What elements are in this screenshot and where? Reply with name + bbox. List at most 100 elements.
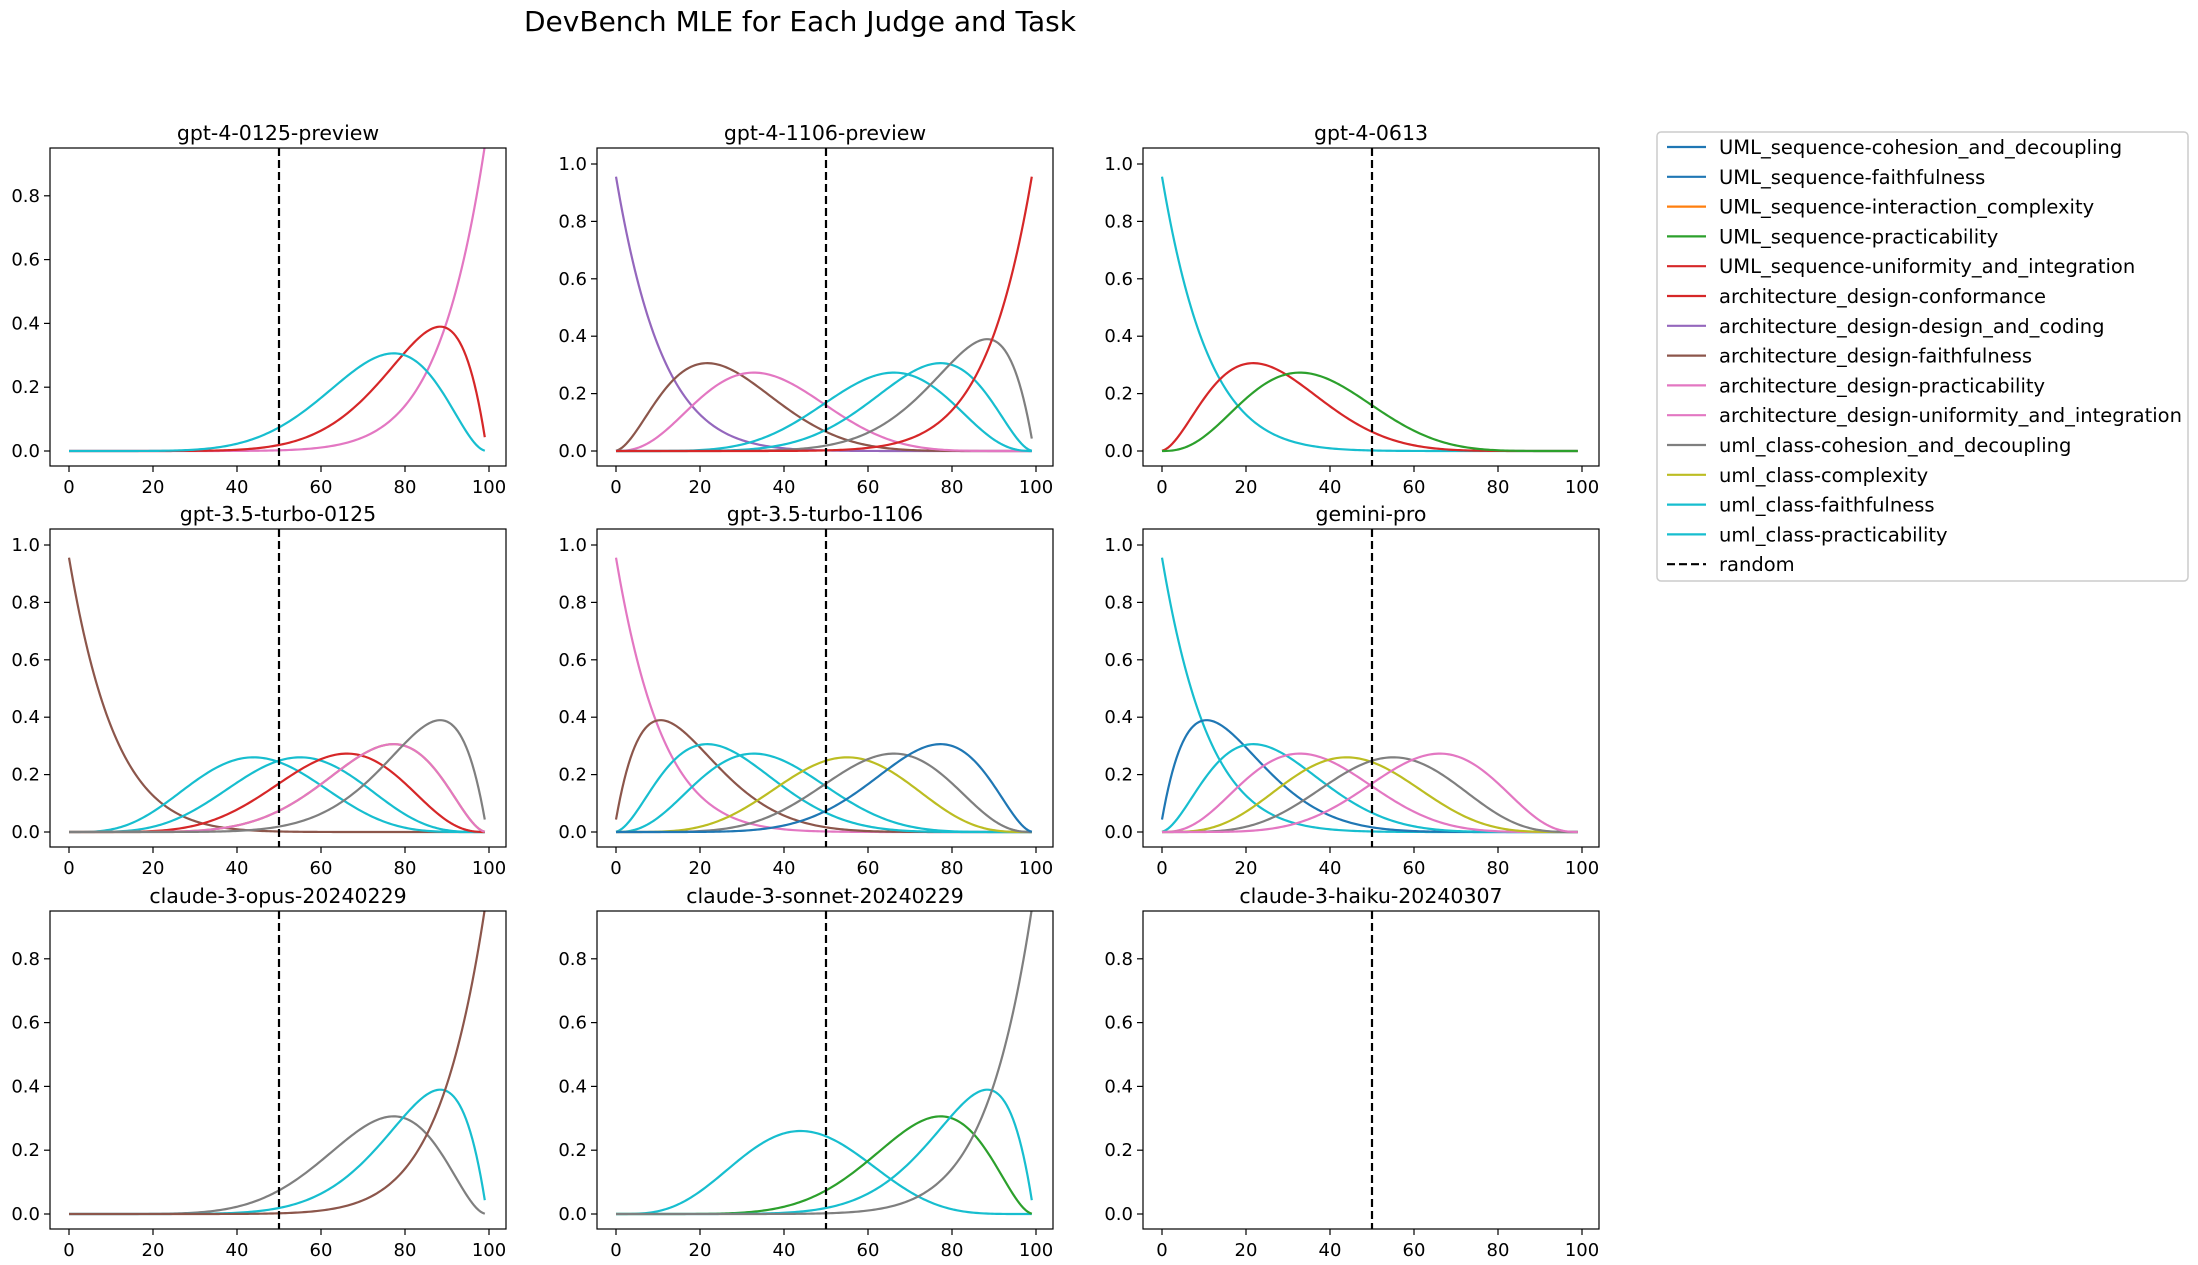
series-line-6 [616, 176, 1033, 453]
panel-gpt-4-0125-preview: 0 20 40 60 80 100 0.0 0.2 0.4 0.6 0.8 gpt-4-0125-pr… [11, 121, 507, 498]
x-tick-label: 0 [610, 858, 621, 879]
axes-frame [1142, 528, 1600, 848]
panel-gpt-4-0613: 0 20 40 60 80 100 0.0 0.2 0.4 0.6 0.8 1.0 gpt-4-0613 [1104, 121, 1600, 498]
legend-label: uml_class-faithfulness [1719, 494, 1935, 517]
y-tick-label: 0.4 [1104, 326, 1133, 347]
x-tick-label: 100 [472, 1240, 506, 1261]
series-line-2 [1161, 743, 1578, 834]
y-tick-label: 0.8 [11, 592, 40, 613]
x-tick-label: 60 [310, 477, 333, 498]
series-line-3 [616, 911, 1033, 1216]
x-tick-label: 40 [773, 858, 796, 879]
x-tick-label: 100 [1565, 1240, 1599, 1261]
series-line-1 [69, 1088, 486, 1216]
y-tick-label: 1.0 [11, 535, 40, 556]
axes-frame [49, 910, 507, 1230]
x-tick-label: 40 [1319, 1240, 1342, 1261]
y-tick-label: 0.4 [1104, 1076, 1133, 1097]
series-line-6 [1162, 752, 1578, 834]
y-tick-label: 0.0 [11, 822, 40, 843]
x-tick-label: 40 [773, 1240, 796, 1261]
y-tick-label: 0.4 [558, 707, 587, 728]
x-tick-label: 80 [394, 1240, 417, 1261]
y-tick-label: 0.0 [1104, 441, 1133, 462]
x-tick-label: 100 [1019, 1240, 1053, 1261]
x-tick-label: 80 [941, 1240, 964, 1261]
series-line-5 [1162, 756, 1578, 834]
x-tick-label: 20 [689, 477, 712, 498]
axes-frame [596, 528, 1054, 848]
y-tick-label: 0.4 [11, 1076, 40, 1097]
series-group [67, 557, 486, 834]
series-line-0 [614, 557, 1032, 834]
figure-title: DevBench MLE for Each Judge and Task [524, 5, 1077, 38]
series-line-2 [69, 756, 485, 834]
series-line-2 [615, 371, 1032, 453]
panel-title: gpt-4-0613 [1314, 121, 1428, 145]
legend-label: uml_class-cohesion_and_decoupling [1719, 434, 2071, 457]
legend-label: UML_sequence-practicability [1719, 225, 1998, 248]
series-line-0 [69, 148, 486, 453]
axes-frame [1142, 910, 1600, 1230]
y-tick-label: 0.0 [1104, 822, 1133, 843]
series-line-0 [69, 1115, 486, 1216]
x-tick-label: 20 [142, 477, 165, 498]
panel-title: claude-3-sonnet-20240229 [686, 884, 964, 908]
series-group [614, 557, 1033, 834]
series-line-2 [1161, 371, 1578, 453]
x-tick-label: 100 [1019, 477, 1053, 498]
panel-claude-3-haiku-20240307: 0 20 40 60 80 100 0.0 0.2 0.4 0.6 0.8 claude-3-haik… [1104, 884, 1600, 1261]
x-tick-label: 80 [394, 858, 417, 879]
axes-frame [596, 910, 1054, 1230]
series-line-4 [616, 756, 1032, 834]
x-tick-label: 40 [226, 477, 249, 498]
series-line-5 [616, 338, 1033, 453]
x-tick-label: 40 [773, 477, 796, 498]
series-group [69, 148, 486, 453]
series-line-1 [1160, 719, 1578, 834]
panel-gpt-4-1106-preview: 0 20 40 60 80 100 0.0 0.2 0.4 0.6 0.8 1.0 gpt-4-1106… [558, 121, 1054, 498]
panel-title: gemini-pro [1316, 502, 1427, 526]
series-line-1 [614, 719, 1032, 834]
x-tick-label: 60 [1403, 477, 1426, 498]
x-tick-label: 0 [1156, 858, 1167, 879]
x-tick-label: 20 [1235, 1240, 1258, 1261]
panels: 0 20 40 60 80 100 0.0 0.2 0.4 0.6 0.8 gpt-4-0125-pr… [11, 121, 1600, 1261]
legend-label: random [1719, 553, 1795, 576]
y-tick-label: 0.6 [11, 250, 40, 271]
panel-gpt-3.5-turbo-1106: 0 20 40 60 80 100 0.0 0.2 0.4 0.6 0.8 1.0 gpt-3.5-tu… [558, 502, 1054, 879]
legend-frame [1656, 131, 2189, 582]
y-tick-label: 0.8 [11, 949, 40, 970]
x-tick-label: 80 [941, 477, 964, 498]
y-tick-label: 0.4 [11, 707, 40, 728]
x-tick-label: 20 [1235, 858, 1258, 879]
legend-label: UML_sequence-interaction_complexity [1719, 196, 2094, 219]
legend-label: architecture_design-design_and_coding [1719, 315, 2105, 338]
x-tick-label: 20 [1235, 477, 1258, 498]
series-line-0 [616, 1129, 1032, 1216]
series-line-6 [69, 719, 486, 834]
series-group [69, 911, 486, 1216]
x-tick-label: 60 [857, 858, 880, 879]
y-tick-label: 0.2 [1104, 384, 1133, 405]
y-tick-label: 0.8 [558, 592, 587, 613]
y-tick-label: 0.2 [1104, 1140, 1133, 1161]
y-tick-label: 0.6 [558, 1013, 587, 1034]
series-line-1 [616, 1115, 1033, 1216]
series-line-3 [1161, 752, 1578, 834]
series-line-3 [615, 752, 1032, 834]
x-tick-label: 0 [1156, 477, 1167, 498]
series-line-5 [69, 743, 486, 834]
series-group [614, 176, 1033, 453]
x-tick-label: 40 [226, 1240, 249, 1261]
series-line-1 [69, 325, 486, 453]
y-tick-label: 0.0 [558, 822, 587, 843]
y-tick-label: 1.0 [558, 535, 587, 556]
y-tick-label: 0.2 [11, 1140, 40, 1161]
x-tick-label: 100 [1565, 477, 1599, 498]
panel-gpt-3.5-turbo-0125: 0 20 40 60 80 100 0.0 0.2 0.4 0.6 0.8 1.0 gpt-3.5-tu… [11, 502, 507, 879]
series-group [616, 911, 1033, 1216]
y-tick-label: 0.0 [1104, 1204, 1133, 1225]
y-tick-label: 0.2 [11, 377, 40, 398]
